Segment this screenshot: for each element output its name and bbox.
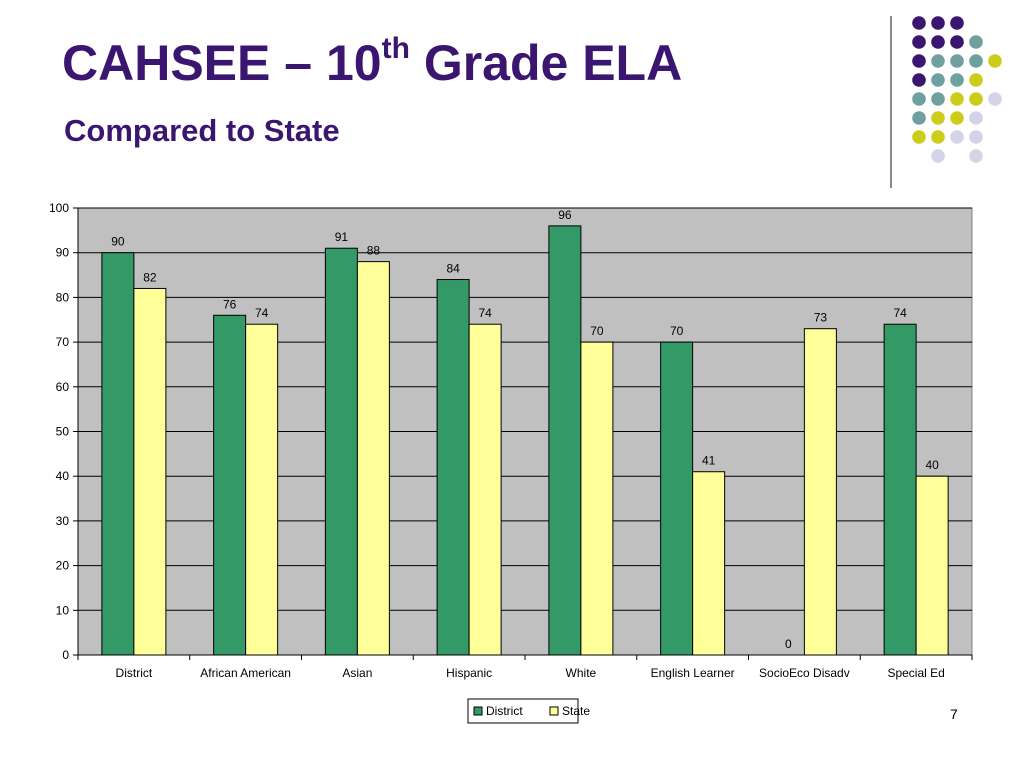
- data-label: 76: [223, 297, 237, 311]
- decorative-dot: [931, 149, 945, 163]
- data-label: 91: [335, 230, 349, 244]
- legend-label-state: State: [562, 704, 590, 718]
- data-label: 88: [367, 244, 381, 258]
- data-label: 70: [590, 324, 604, 338]
- decorative-dot-grid: [912, 16, 1002, 163]
- slide-title-superscript: th: [381, 32, 410, 65]
- decorative-dot: [931, 16, 945, 30]
- decorative-dot: [969, 92, 983, 106]
- bar-district: [660, 341, 694, 656]
- decorative-dot: [931, 92, 945, 106]
- decorative-divider: [890, 16, 892, 188]
- legend: District State: [467, 698, 590, 724]
- data-label: 96: [558, 208, 572, 222]
- decorative-dot: [912, 92, 926, 106]
- decorative-dot: [931, 54, 945, 68]
- decorative-dot: [912, 16, 926, 30]
- bar-state: [468, 323, 502, 656]
- data-label: 74: [478, 306, 492, 320]
- slide-title: CAHSEE – 10th Grade ELA: [62, 34, 683, 91]
- page-number: 7: [950, 706, 958, 722]
- decorative-dot: [912, 111, 926, 125]
- x-tick-label: District: [116, 666, 153, 680]
- data-label: 40: [925, 458, 939, 472]
- legend-swatch-district: [473, 706, 483, 716]
- bar-state: [803, 328, 837, 656]
- slide-title-main: CAHSEE – 10: [62, 35, 382, 91]
- legend-box: [467, 698, 579, 724]
- x-tick-label: English Learner: [651, 666, 735, 680]
- legend-swatch-state: [549, 706, 559, 716]
- bar-district: [324, 247, 358, 656]
- y-tick-label: 50: [56, 425, 70, 439]
- bar-state: [356, 261, 390, 656]
- y-tick-label: 0: [62, 648, 69, 662]
- decorative-dot: [950, 130, 964, 144]
- bar-state: [692, 471, 726, 656]
- bar-district: [548, 225, 582, 656]
- decorative-dot: [969, 111, 983, 125]
- data-label: 73: [814, 311, 828, 325]
- data-label: 82: [143, 270, 157, 284]
- decorative-dot: [969, 149, 983, 163]
- x-tick-label: Hispanic: [446, 666, 492, 680]
- decorative-dot: [950, 111, 964, 125]
- slide-subtitle: Compared to State: [64, 113, 340, 148]
- y-tick-label: 30: [56, 514, 70, 528]
- decorative-dot: [950, 73, 964, 87]
- bar-district: [883, 323, 917, 656]
- decorative-dot: [988, 92, 1002, 106]
- decorative-dot: [950, 16, 964, 30]
- x-tick-label: African American: [200, 666, 291, 680]
- decorative-dot: [969, 35, 983, 49]
- bar-state: [245, 323, 279, 656]
- x-tick-label: Special Ed: [887, 666, 944, 680]
- bar-district: [213, 314, 247, 656]
- decorative-dot: [969, 73, 983, 87]
- data-label: 0: [785, 637, 792, 651]
- bar-state: [133, 287, 167, 656]
- y-tick-label: 20: [56, 559, 70, 573]
- decorative-dot: [931, 35, 945, 49]
- data-label: 70: [670, 324, 684, 338]
- y-tick-label: 80: [56, 290, 70, 304]
- decorative-dot: [931, 111, 945, 125]
- data-label: 41: [702, 454, 716, 468]
- y-tick-label: 90: [56, 246, 70, 260]
- data-label: 84: [446, 262, 460, 276]
- data-label: 74: [255, 306, 269, 320]
- decorative-dot: [950, 92, 964, 106]
- y-tick-label: 70: [56, 335, 70, 349]
- decorative-dot: [931, 73, 945, 87]
- bar-state: [580, 341, 614, 656]
- x-tick-label: SocioEco Disadv: [759, 666, 850, 680]
- decorative-dot: [988, 54, 1002, 68]
- bar-state: [915, 475, 949, 656]
- decorative-dot: [969, 130, 983, 144]
- y-tick-label: 60: [56, 380, 70, 394]
- bar-district: [101, 252, 135, 656]
- decorative-dot: [912, 73, 926, 87]
- y-tick-label: 40: [56, 469, 70, 483]
- decorative-dot: [912, 54, 926, 68]
- y-tick-label: 10: [56, 603, 70, 617]
- data-label: 74: [893, 306, 907, 320]
- slide-title-end: Grade ELA: [409, 35, 683, 91]
- x-tick-label: Asian: [342, 666, 372, 680]
- decorative-dot: [931, 130, 945, 144]
- x-tick-label: White: [566, 666, 597, 680]
- decorative-dot: [912, 35, 926, 49]
- y-tick-label: 100: [49, 201, 69, 215]
- bar-district: [436, 279, 470, 656]
- decorative-dot: [912, 130, 926, 144]
- data-label: 90: [111, 235, 125, 249]
- decorative-dot: [950, 54, 964, 68]
- decorative-dot: [950, 35, 964, 49]
- decorative-dot: [969, 54, 983, 68]
- legend-label-district: District: [486, 704, 523, 718]
